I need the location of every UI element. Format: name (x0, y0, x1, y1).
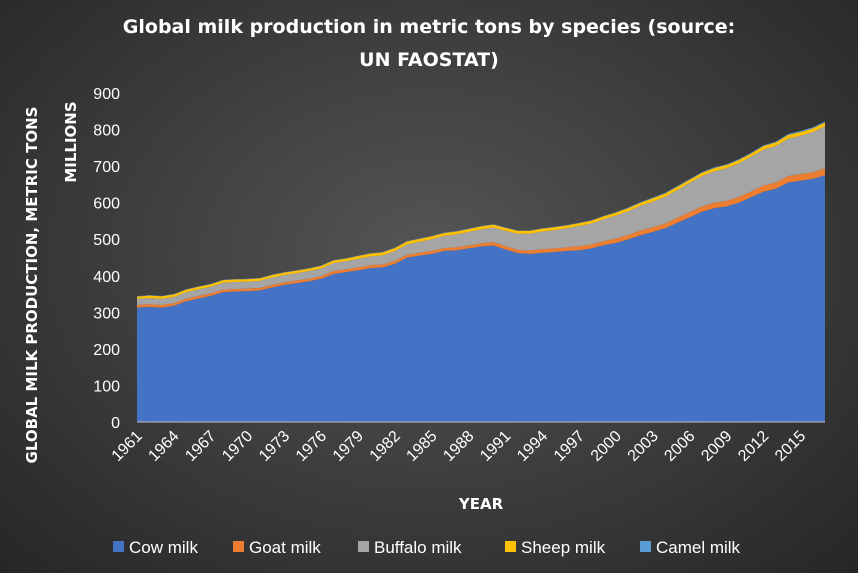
y-tick-label: 300 (93, 305, 120, 322)
y-tick-label: 100 (93, 378, 120, 395)
y-axis-unit-label: MILLIONS (62, 101, 80, 182)
legend-label: Camel milk (656, 538, 741, 557)
y-tick-label: 0 (111, 415, 120, 432)
legend-item-buffalo-milk: Buffalo milk (358, 538, 462, 557)
x-tick-label: 1997 (551, 428, 588, 465)
legend-item-sheep-milk: Sheep milk (505, 538, 606, 557)
y-tick-label: 600 (93, 196, 120, 213)
chart-title-line-1: Global milk production in metric tons by… (123, 16, 735, 38)
y-axis-title: GLOBAL MILK PRODUCTION, METRIC TONS (23, 107, 41, 464)
x-tick-label: 2012 (735, 428, 772, 465)
x-tick-label: 1991 (477, 428, 514, 465)
y-tick-label: 900 (93, 86, 120, 103)
legend-item-goat-milk: Goat milk (233, 538, 321, 557)
x-tick-label: 1961 (109, 428, 146, 465)
x-tick-label: 2009 (698, 428, 735, 465)
legend-label: Cow milk (129, 538, 198, 557)
legend-swatch (358, 541, 369, 552)
legend-swatch (640, 541, 651, 552)
x-tick-label: 1976 (293, 428, 330, 465)
y-tick-labels: 0 100 200 300 400 500 600 700 800 900 (93, 86, 120, 432)
x-tick-label: 1988 (440, 428, 477, 465)
x-tick-label: 1964 (145, 428, 182, 465)
area-cow-milk (137, 175, 825, 422)
legend-item-camel-milk: Camel milk (640, 538, 741, 557)
y-tick-label: 400 (93, 269, 120, 286)
legend: Cow milk Goat milk Buffalo milk Sheep milk C… (113, 538, 741, 557)
legend-swatch (505, 541, 516, 552)
x-tick-label: 2015 (772, 428, 809, 465)
legend-label: Buffalo milk (374, 538, 462, 557)
legend-swatch (113, 541, 124, 552)
legend-swatch (233, 541, 244, 552)
x-axis-title: YEAR (458, 495, 504, 513)
x-tick-label: 2006 (661, 428, 698, 465)
stacked-areas (137, 121, 825, 422)
x-tick-label: 1985 (403, 428, 440, 465)
y-tick-label: 700 (93, 159, 120, 176)
x-tick-label: 1973 (256, 428, 293, 465)
x-tick-label: 1967 (182, 428, 219, 465)
x-tick-label: 2000 (588, 428, 625, 465)
x-tick-label: 2003 (625, 428, 662, 465)
y-tick-label: 800 (93, 123, 120, 140)
chart-title-line-2: UN FAOSTAT) (359, 49, 499, 71)
x-tick-labels: 1961 1964 1967 1970 1973 1976 1979 1982 1985 1988… (109, 428, 810, 465)
y-tick-label: 500 (93, 232, 120, 249)
legend-label: Goat milk (249, 538, 321, 557)
x-tick-label: 1979 (330, 428, 367, 465)
x-tick-label: 1970 (219, 428, 256, 465)
x-tick-label: 1994 (514, 428, 551, 465)
y-tick-label: 200 (93, 342, 120, 359)
legend-label: Sheep milk (521, 538, 606, 557)
x-tick-label: 1982 (367, 428, 404, 465)
legend-item-cow-milk: Cow milk (113, 538, 198, 557)
